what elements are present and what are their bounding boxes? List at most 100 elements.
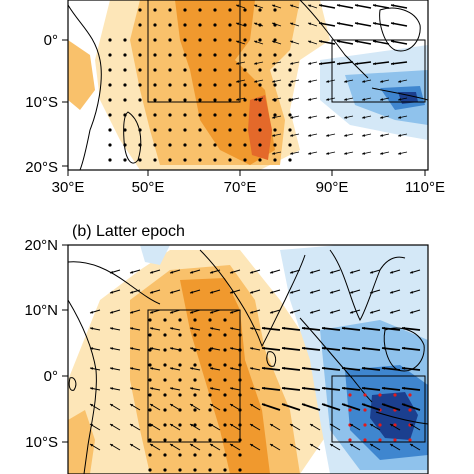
wind-vector-head [382, 386, 386, 390]
wind-vector-head [170, 367, 174, 370]
wind-vector-head [272, 4, 276, 8]
significance-dot [228, 158, 232, 162]
wind-vector-head [230, 424, 234, 427]
wind-vector-head [337, 62, 341, 66]
significance-dot [178, 333, 182, 337]
significance-dot [408, 408, 412, 412]
significance-dot [348, 438, 352, 442]
significance-dot [183, 8, 187, 12]
significance-dot [273, 158, 277, 162]
panel-a-frame [67, 0, 429, 171]
significance-dot [123, 68, 127, 72]
wind-vector-head [290, 62, 294, 65]
wind-vector-head [254, 40, 258, 44]
wind-vector [281, 387, 301, 391]
wind-vector-head [380, 80, 384, 83]
wind-vector-head [236, 62, 240, 65]
wind-vector-head [170, 387, 174, 390]
wind-vector [321, 327, 341, 331]
wind-vector [341, 403, 361, 411]
wind-vector-head [391, 40, 395, 43]
significance-dot [198, 98, 202, 102]
lat-label: 10°S [25, 94, 58, 111]
significance-dot [193, 408, 197, 412]
significance-dot [198, 8, 202, 12]
significance-dot [208, 363, 212, 367]
significance-dot [148, 333, 152, 337]
significance-dot [108, 38, 112, 42]
wind-vector-head [170, 404, 174, 407]
wind-vector [401, 387, 421, 391]
java-coastline [371, 87, 428, 101]
wind-vector-head [290, 152, 294, 155]
significance-dot [178, 453, 182, 457]
wind-vector-head [210, 347, 214, 350]
significance-dot [183, 98, 187, 102]
wind-vector-head [210, 404, 214, 407]
wind-vector-head [308, 40, 312, 44]
wind-vector [261, 327, 281, 331]
wind-vector-head [270, 424, 274, 427]
significance-dot [163, 318, 167, 322]
significance-dot [258, 38, 262, 42]
wind-vector-head [402, 386, 406, 390]
wind-vector-head [344, 98, 348, 101]
significance-dot [153, 53, 157, 57]
significance-dot [163, 423, 167, 427]
wind-vector [361, 327, 381, 331]
significance-dot [178, 468, 182, 472]
significance-dot [393, 423, 397, 427]
significance-dot [108, 128, 112, 132]
wind-vector-head [398, 116, 402, 119]
significance-dot [258, 68, 262, 72]
wind-vector-head [262, 386, 266, 390]
lon-label: 110°E [405, 179, 445, 196]
wind-vector-head [282, 326, 286, 330]
wind-vector-head [110, 387, 114, 390]
significance-dot [168, 128, 172, 132]
wind-vector-head [402, 346, 406, 350]
significance-dot [273, 128, 277, 132]
wind-vector [321, 403, 341, 411]
wind-vector-head [190, 444, 194, 447]
significance-dot [163, 348, 167, 352]
significance-dot [258, 53, 262, 57]
significance-dot [153, 38, 157, 42]
significance-dot [198, 38, 202, 42]
wind-vector-head [330, 290, 334, 294]
wind-vector-head [308, 22, 312, 26]
significance-dot [193, 318, 197, 322]
panel-b-coastlines [68, 249, 428, 474]
panel-b-frame [67, 244, 429, 474]
wind-vector-head [236, 80, 240, 83]
significance-dot [208, 438, 212, 442]
wind-vector-head [362, 386, 366, 390]
wind-vector [361, 347, 381, 351]
wind-vector-head [262, 346, 266, 350]
wind-vector-head [290, 290, 294, 294]
wind-vector-head [319, 22, 323, 25]
wind-vector-head [390, 310, 394, 314]
wind-vector-head [290, 22, 294, 26]
wind-vector-head [230, 310, 234, 314]
wind-vector-head [290, 98, 294, 101]
wind-vector-head [210, 327, 214, 330]
significance-dot [208, 378, 212, 382]
wind-vector-head [282, 403, 286, 407]
significance-dot [223, 318, 227, 322]
wind-vector-head [382, 366, 386, 370]
lat-label: 10°S [25, 434, 58, 451]
significance-dot [138, 128, 142, 132]
wind-vector-head [308, 116, 312, 119]
wind-vector [361, 403, 381, 411]
wind-vector-head [362, 116, 366, 119]
panel-b-western-box [147, 309, 241, 443]
wind-vector-head [130, 387, 134, 390]
wind-vector-head [250, 310, 254, 314]
significance-dot [213, 83, 217, 87]
wind-vector-head [398, 80, 402, 83]
significance-dot [183, 128, 187, 132]
wind-vector-head [337, 4, 341, 7]
panel-a-eastern-box [331, 39, 426, 103]
significance-dot [223, 423, 227, 427]
